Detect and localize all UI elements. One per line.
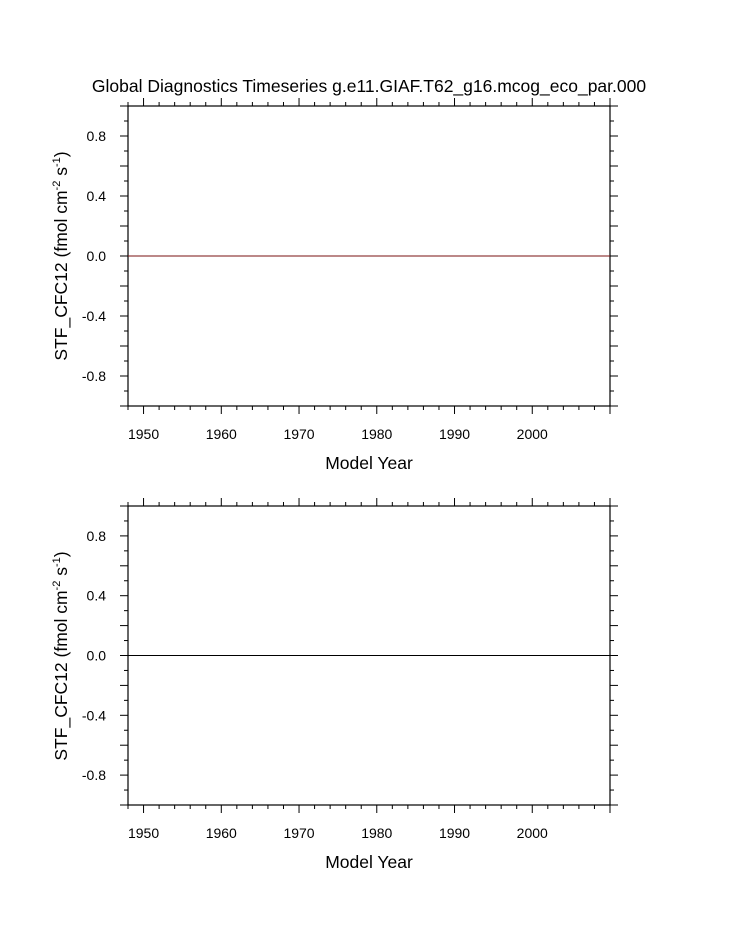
figure-title: Global Diagnostics Timeseries g.e11.GIAF… xyxy=(92,76,646,97)
x-tick-label: 1960 xyxy=(206,825,237,841)
y-tick-label: 0.4 xyxy=(87,588,107,604)
chart-panel-top: Model Year STF_CFC12 (fmol cm-2 s-1) 195… xyxy=(51,98,618,473)
y-axis-label: STF_CFC12 (fmol cm-2 s-1) xyxy=(51,151,72,360)
chart-panel-bottom: Model Year STF_CFC12 (fmol cm-2 s-1) 195… xyxy=(51,498,618,872)
y-tick-label: 0.8 xyxy=(87,128,107,144)
x-tick-label: 1980 xyxy=(361,426,392,442)
y-tick-label: 0.0 xyxy=(87,648,107,664)
x-tick-label: 1970 xyxy=(283,426,314,442)
x-tick-label: 2000 xyxy=(517,426,548,442)
x-tick-label: 1960 xyxy=(206,426,237,442)
y-tick-label: 0.8 xyxy=(87,528,107,544)
y-tick-label: -0.8 xyxy=(82,368,106,384)
y-tick-label: -0.8 xyxy=(82,767,106,783)
x-tick-label: 1970 xyxy=(283,825,314,841)
x-tick-label: 1980 xyxy=(361,825,392,841)
y-axis-label: STF_CFC12 (fmol cm-2 s-1) xyxy=(51,551,72,760)
x-tick-label: 1990 xyxy=(439,426,470,442)
x-tick-label: 1990 xyxy=(439,825,470,841)
y-tick-label: 0.4 xyxy=(87,188,107,204)
y-tick-label: -0.4 xyxy=(82,308,106,324)
y-tick-label: 0.0 xyxy=(87,248,107,264)
x-tick-label: 1950 xyxy=(128,825,159,841)
y-tick-label: -0.4 xyxy=(82,707,106,723)
x-axis-label: Model Year xyxy=(325,453,413,473)
x-tick-label: 2000 xyxy=(517,825,548,841)
x-tick-label: 1950 xyxy=(128,426,159,442)
x-axis-label: Model Year xyxy=(325,852,413,872)
